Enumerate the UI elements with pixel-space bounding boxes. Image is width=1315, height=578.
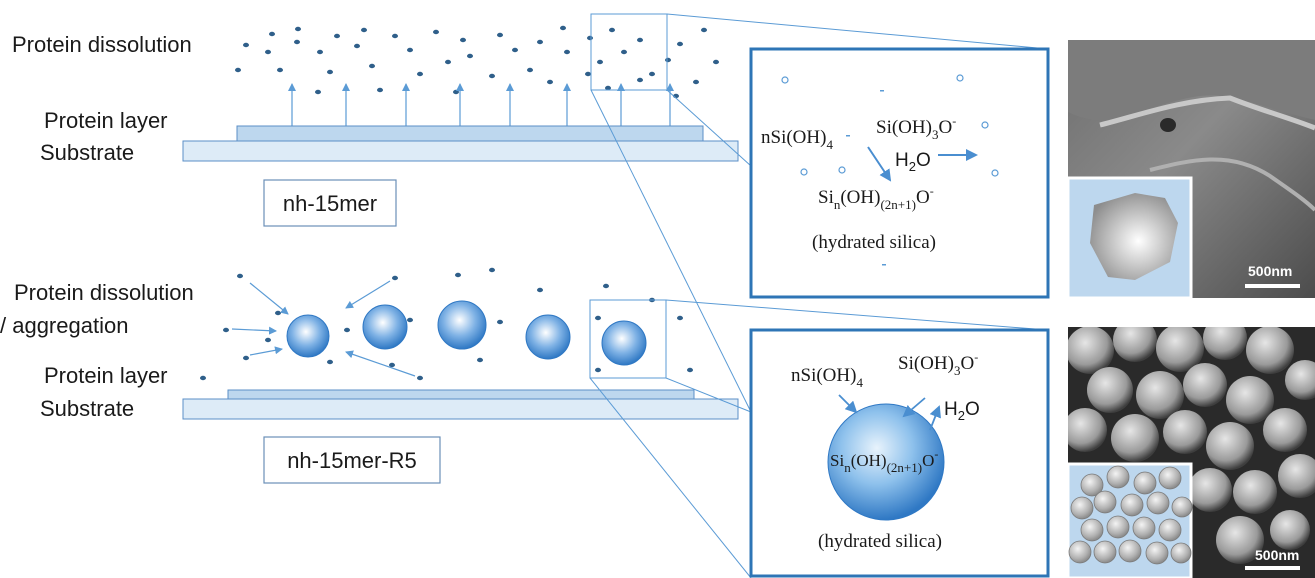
reaction-inset-box	[749, 47, 1050, 299]
zoom-line	[589, 377, 752, 578]
flake-icon	[1090, 193, 1178, 280]
sample-tag-box	[263, 436, 441, 484]
substrate	[182, 398, 739, 420]
silicic-acid: nSi(OH)4	[791, 365, 863, 390]
scale-bar	[1245, 284, 1300, 288]
sem-image-flake: 500nm	[1068, 40, 1315, 298]
top-panel: Protein dissolution	[12, 13, 1315, 413]
reaction-arrow	[838, 394, 858, 414]
water-label: H2O	[944, 399, 980, 423]
dissolution-arrows-top	[288, 83, 674, 126]
zoom-line	[666, 13, 1049, 50]
protein-layer-label: Protein layer	[44, 363, 168, 388]
hydrated-silica-formula: Sin(OH)(2n+1)O-	[818, 184, 934, 212]
water-arrow	[929, 405, 941, 431]
zoom-region	[590, 13, 668, 91]
bottom-panel: Protein dissolution / aggregation Protei…	[0, 267, 1315, 578]
reaction-arrow	[902, 397, 926, 418]
protein-dissolution-label: Protein dissolution	[12, 32, 192, 57]
substrate-label: Substrate	[40, 140, 134, 165]
protein-particles-top	[235, 25, 719, 99]
silicate-ion: Si(OH)3O-	[898, 350, 978, 378]
hydrated-silica-caption: (hydrated silica)	[818, 531, 942, 552]
hydrated-silica-caption: (hydrated silica)	[812, 232, 936, 253]
aggregation-arrows	[231, 280, 416, 377]
zoom-region	[589, 299, 667, 379]
zoom-line	[666, 89, 752, 167]
substrate	[182, 140, 739, 162]
inset-dots	[846, 90, 886, 266]
inset-particles	[781, 74, 999, 177]
silica-spheres	[286, 300, 647, 366]
silicate-ion: Si(OH)3O-	[876, 114, 956, 142]
aggregation-label: / aggregation	[0, 313, 128, 338]
zoom-line	[665, 299, 1049, 331]
protein-layer	[227, 389, 695, 400]
silica-sphere	[601, 320, 647, 366]
sample-tag: nh-15mer-R5	[287, 448, 417, 473]
silica-sphere	[525, 314, 571, 360]
scale-label: 500nm	[1255, 547, 1299, 563]
zoom-line	[665, 377, 752, 413]
sample-tag: nh-15mer	[283, 191, 377, 216]
reaction-arrow	[867, 146, 892, 182]
zoom-line	[590, 89, 752, 413]
protein-layer	[236, 125, 704, 142]
protein-particles-bottom	[200, 267, 693, 381]
scale-label: 500nm	[1248, 263, 1292, 279]
silicic-acid: nSi(OH)4	[761, 127, 833, 152]
sample-tag-box	[263, 179, 397, 227]
sphere-cluster-icon	[1068, 465, 1193, 565]
silica-sphere	[286, 314, 330, 358]
silica-sphere	[362, 304, 408, 350]
protein-dissolution-label: Protein dissolution	[14, 280, 194, 305]
hydrated-silica-formula: Sin(OH)(2n+1)O-	[830, 447, 938, 475]
sem-image-spheres: 500nm	[1068, 327, 1315, 578]
scale-bar	[1245, 566, 1300, 570]
water-label: H2O	[895, 150, 931, 174]
hydrated-silica-sphere	[827, 403, 945, 521]
protein-layer-label: Protein layer	[44, 108, 168, 133]
silica-sphere	[437, 300, 487, 350]
substrate-label: Substrate	[40, 396, 134, 421]
